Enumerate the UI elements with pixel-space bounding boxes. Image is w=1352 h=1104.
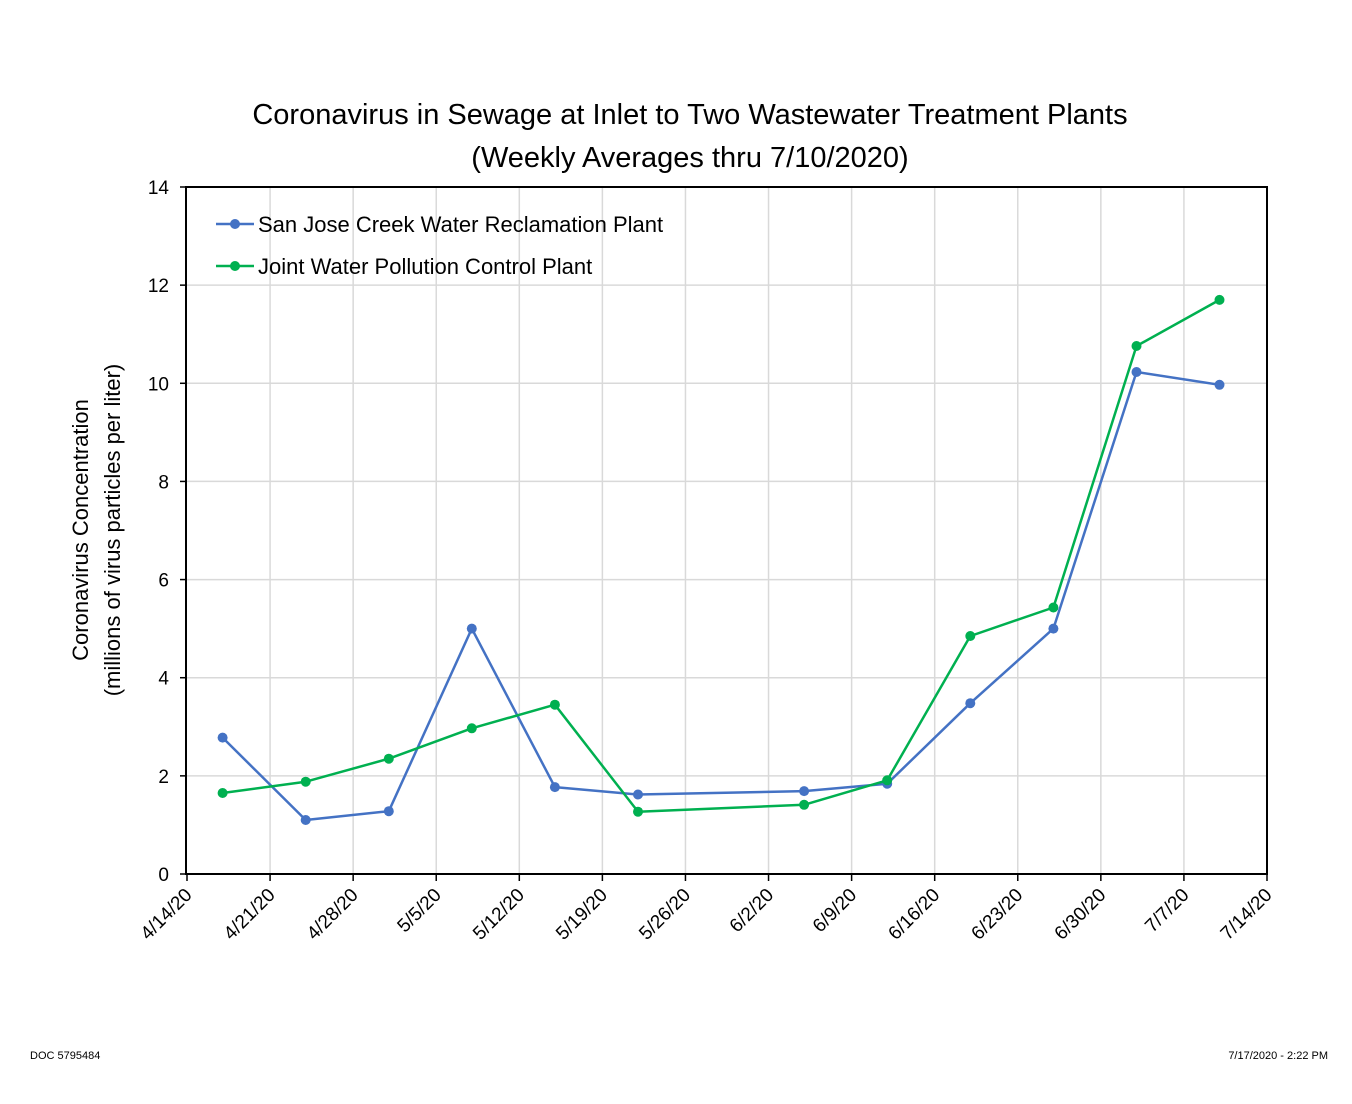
data-point bbox=[549, 782, 560, 793]
data-point bbox=[1048, 623, 1059, 634]
x-tick-label: 4/28/20 bbox=[303, 885, 363, 945]
data-point bbox=[549, 699, 560, 710]
y-tick-label: 8 bbox=[158, 472, 169, 493]
data-point bbox=[882, 775, 893, 786]
legend-label-joint: Joint Water Pollution Control Plant bbox=[258, 254, 592, 279]
x-tick-label: 6/23/20 bbox=[968, 885, 1028, 945]
x-tick-label: 6/30/20 bbox=[1051, 885, 1111, 945]
data-point bbox=[300, 815, 311, 825]
series-line bbox=[221, 370, 1220, 822]
series-lines bbox=[217, 294, 1225, 825]
document-id: DOC 5795484 bbox=[30, 1050, 101, 1062]
data-point bbox=[217, 788, 228, 798]
y-tick-label: 10 bbox=[148, 374, 169, 395]
data-point bbox=[1131, 341, 1142, 351]
x-tick-label: 7/14/20 bbox=[1217, 885, 1277, 945]
x-tick-label: 7/7/20 bbox=[1141, 885, 1193, 937]
legend: San Jose Creek Water Reclamation Plant J… bbox=[216, 212, 663, 279]
x-tick-label: 5/5/20 bbox=[394, 885, 446, 937]
data-point bbox=[300, 776, 311, 787]
data-point bbox=[1048, 602, 1059, 613]
data-point bbox=[1214, 379, 1225, 390]
data-point bbox=[1131, 367, 1142, 377]
data-point bbox=[383, 806, 394, 817]
data-point bbox=[799, 786, 810, 797]
series-2 bbox=[217, 294, 1225, 817]
y-tick-label: 12 bbox=[148, 276, 169, 297]
y-tick-label: 2 bbox=[158, 767, 169, 788]
grid-lines bbox=[187, 187, 1267, 874]
x-tick-label: 6/9/20 bbox=[809, 885, 861, 937]
y-axis-label: Coronavirus Concentration bbox=[68, 399, 93, 661]
data-point bbox=[633, 789, 643, 800]
data-point bbox=[383, 753, 394, 764]
x-tick-label: 5/19/20 bbox=[552, 885, 612, 945]
legend-marker-joint bbox=[230, 261, 240, 271]
y-tick-label: 0 bbox=[158, 865, 169, 886]
plot-area-border bbox=[185, 186, 1268, 875]
y-tick-label: 6 bbox=[158, 571, 169, 592]
chart-subtitle: (Weekly Averages thru 7/10/2020) bbox=[471, 142, 908, 174]
data-point bbox=[965, 631, 976, 641]
data-point bbox=[466, 623, 477, 634]
data-point bbox=[633, 806, 643, 817]
x-tick-label: 6/16/20 bbox=[885, 885, 945, 945]
x-tick-label: 5/26/20 bbox=[635, 885, 695, 945]
data-point bbox=[466, 723, 477, 734]
y-axis-label-units: (millions of virus particles per liter) bbox=[100, 364, 125, 697]
y-tick-label: 4 bbox=[158, 669, 169, 690]
chart-title: Coronavirus in Sewage at Inlet to Two Wa… bbox=[252, 99, 1127, 131]
print-timestamp: 7/17/2020 - 2:22 PM bbox=[1228, 1050, 1328, 1062]
data-point bbox=[799, 799, 810, 810]
data-point bbox=[965, 698, 976, 709]
legend-label-san-jose: San Jose Creek Water Reclamation Plant bbox=[258, 212, 663, 237]
x-tick-label: 4/21/20 bbox=[220, 885, 280, 945]
data-point bbox=[1214, 294, 1225, 305]
y-tick-label: 14 bbox=[148, 178, 170, 199]
series-1 bbox=[217, 367, 1225, 825]
legend-marker-san-jose bbox=[230, 219, 240, 229]
x-axis-ticks: 4/14/20 4/21/20 4/28/20 5/5/20 5/12/20 5/19/2… bbox=[137, 874, 1277, 944]
x-tick-label: 5/12/20 bbox=[469, 885, 529, 945]
x-tick-label: 4/14/20 bbox=[137, 885, 197, 945]
x-tick-label: 6/2/20 bbox=[726, 885, 778, 937]
data-point bbox=[217, 732, 228, 743]
series-line bbox=[222, 298, 1221, 813]
y-axis-ticks: 0 2 4 6 8 10 12 14 bbox=[148, 178, 187, 886]
